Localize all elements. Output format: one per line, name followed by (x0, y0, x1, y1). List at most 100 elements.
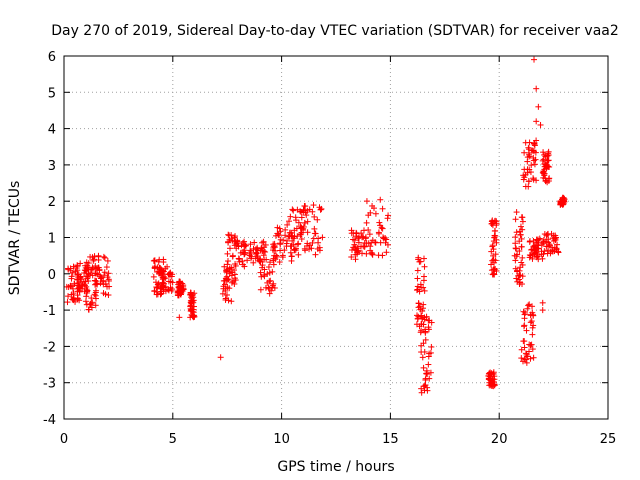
data-point (103, 264, 110, 271)
data-point (81, 267, 88, 274)
data-point (263, 256, 270, 263)
data-point (304, 229, 311, 236)
data-point (69, 269, 76, 276)
data-point (525, 178, 532, 185)
y-tick-label: 5 (48, 86, 56, 101)
data-point (92, 278, 99, 285)
data-point (419, 315, 426, 322)
data-point (359, 250, 366, 257)
data-point (242, 249, 249, 256)
data-point (83, 301, 90, 308)
data-point (519, 218, 526, 225)
data-point (224, 258, 231, 265)
data-point (540, 156, 547, 163)
data-point (95, 252, 102, 259)
data-point (365, 212, 372, 219)
data-point (267, 277, 274, 284)
data-point (545, 236, 552, 243)
y-tick-label: -3 (43, 377, 56, 392)
data-point (242, 242, 249, 249)
data-point (226, 268, 233, 275)
data-point (154, 291, 161, 298)
data-point (276, 225, 283, 232)
data-point (530, 354, 537, 361)
data-point (487, 374, 494, 381)
data-point (527, 355, 534, 362)
data-point (191, 313, 198, 320)
data-point (271, 284, 278, 291)
data-point (530, 175, 537, 182)
data-point (427, 369, 434, 376)
data-point (423, 370, 430, 377)
data-point (358, 243, 365, 250)
data-point (228, 272, 235, 279)
data-point (164, 263, 171, 270)
data-point (372, 239, 379, 246)
data-point (226, 285, 233, 292)
data-point (420, 364, 427, 371)
data-point (158, 269, 165, 276)
data-point (284, 237, 291, 244)
data-point (227, 245, 234, 252)
data-point (68, 275, 75, 282)
data-point (85, 278, 92, 285)
data-point (290, 207, 297, 214)
data-point (363, 198, 370, 205)
data-point (376, 219, 383, 226)
data-point (368, 249, 375, 256)
data-point (285, 218, 292, 225)
data-point (419, 308, 426, 315)
data-point (428, 343, 435, 350)
data-point (413, 287, 420, 294)
data-point (524, 158, 531, 165)
data-point (530, 237, 537, 244)
data-point (78, 276, 85, 283)
data-point (230, 267, 237, 274)
data-point (348, 254, 355, 261)
data-point (151, 265, 158, 272)
data-point (418, 327, 425, 334)
data-point (532, 149, 539, 156)
data-point (379, 205, 386, 212)
data-point (157, 265, 164, 272)
data-point (539, 307, 546, 314)
data-point (167, 278, 174, 285)
data-point (541, 172, 548, 179)
data-point (513, 229, 520, 236)
data-point (541, 248, 548, 255)
data-points (63, 56, 568, 396)
data-point (425, 353, 432, 360)
data-point (557, 200, 564, 207)
data-point (375, 229, 382, 236)
data-point (301, 219, 308, 226)
data-point (543, 153, 550, 160)
data-point (516, 267, 523, 274)
data-point (265, 264, 272, 271)
data-point (257, 286, 264, 293)
data-point (523, 351, 530, 358)
data-point (420, 255, 427, 262)
data-point (105, 276, 112, 283)
data-point (310, 202, 317, 209)
data-point (239, 258, 246, 265)
data-point (81, 269, 88, 276)
data-point (231, 242, 238, 249)
data-point (541, 163, 548, 170)
data-point (175, 289, 182, 296)
data-point (294, 206, 301, 213)
data-point (223, 277, 230, 284)
data-point (302, 247, 309, 254)
data-point (414, 283, 421, 290)
data-point (516, 248, 523, 255)
data-point (422, 336, 429, 343)
data-point (220, 285, 227, 292)
data-point (366, 231, 373, 238)
data-point (544, 231, 551, 238)
data-point (266, 278, 273, 285)
data-point (159, 274, 166, 281)
y-tick-label: -1 (43, 304, 56, 319)
data-point (421, 263, 428, 270)
data-point (247, 247, 254, 254)
data-point (521, 338, 528, 345)
data-point (90, 256, 97, 263)
